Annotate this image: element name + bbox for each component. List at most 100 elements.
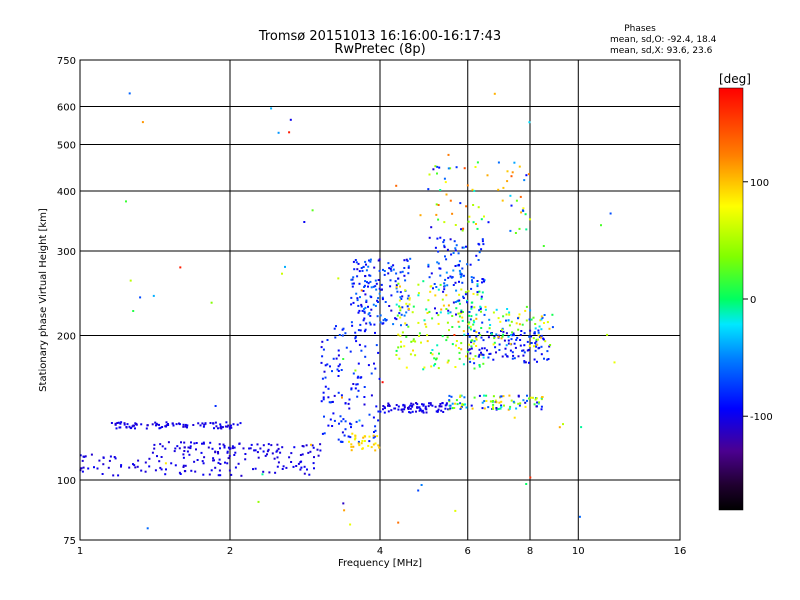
data-point [540,334,543,337]
data-point [499,320,502,323]
data-point [518,313,521,316]
data-point [454,366,457,368]
data-point [329,401,332,404]
data-point [218,458,221,461]
data-point [379,314,382,317]
data-point [482,339,485,342]
data-point [108,459,111,462]
data-point [454,509,457,512]
data-point [395,318,398,321]
y-tick-labels: 75 100 200 300 400 500 600 750 [57,56,76,547]
data-point [226,451,229,454]
data-point [357,262,360,265]
data-point [401,410,404,413]
data-point [422,411,425,414]
data-point [395,284,398,287]
data-point [228,447,231,450]
data-point [355,383,358,386]
data-point [410,340,413,343]
data-point [475,313,478,316]
data-point [475,338,478,341]
data-point [349,350,352,353]
data-point [409,404,412,407]
data-point [436,344,439,347]
data-point [532,396,534,399]
data-point [469,325,472,328]
data-point [363,386,366,388]
data-point [501,199,504,202]
data-point [492,358,495,361]
data-point [132,424,135,427]
data-point [154,469,157,472]
data-point [367,285,369,288]
data-point [361,440,364,442]
data-point [259,447,262,450]
data-point [529,329,532,332]
data-point [535,345,538,348]
data-point [329,365,331,368]
data-point [148,465,151,468]
data-point [500,405,503,408]
data-point [355,292,358,295]
data-point [457,252,460,255]
data-point [510,399,513,402]
data-point [506,355,509,358]
data-point [469,360,472,363]
data-point [372,436,375,439]
data-point [397,333,400,336]
data-point [382,405,385,407]
data-point [486,349,488,352]
data-point [170,462,173,465]
data-point [368,440,371,443]
data-point [431,353,434,356]
data-point [153,443,156,446]
data-point [452,252,455,254]
data-point [214,466,217,469]
data-point [436,237,439,240]
data-point [426,312,429,314]
data-point [337,375,340,377]
data-point [509,194,512,197]
data-point [536,343,539,346]
data-point [515,338,518,341]
stats-heading: Phases [624,24,656,34]
data-point [344,332,347,335]
data-point [509,229,512,232]
data-point [472,276,475,279]
data-point [144,461,147,464]
data-point [468,215,471,218]
data-point [466,184,469,187]
data-point [395,184,398,187]
data-point [331,400,334,403]
data-point [436,165,439,168]
data-point [452,301,455,304]
data-point [374,442,377,445]
data-point [158,460,161,463]
data-point [368,259,370,262]
data-point [528,397,530,400]
data-point [519,344,522,347]
data-point [288,456,291,459]
data-point [374,285,377,288]
data-point [119,422,122,425]
data-point [517,317,519,320]
data-point [397,277,400,280]
data-point [355,340,358,343]
data-point [155,422,158,425]
data-point [409,411,412,414]
data-point [482,362,485,365]
data-point [443,244,446,247]
data-point [344,402,347,405]
data-point [276,449,279,452]
data-point [370,286,373,289]
data-point [415,402,418,404]
data-point [221,426,224,429]
data-point [373,362,375,365]
data-point [359,296,361,299]
data-point [461,246,464,249]
data-point [519,334,522,336]
data-point [352,383,355,385]
data-point [262,450,265,453]
data-point [358,309,361,312]
data-point [80,467,83,470]
